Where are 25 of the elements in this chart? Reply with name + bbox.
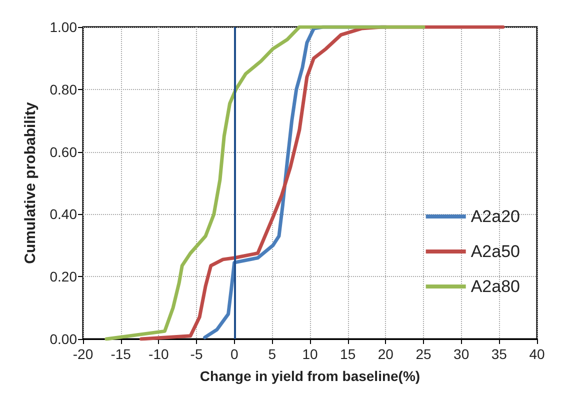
y-tick-label: 0.60	[50, 144, 78, 160]
y-tick-label: 0.20	[50, 268, 78, 285]
y-tick-label: 0.40	[50, 206, 78, 222]
legend-label: A2a80	[470, 277, 520, 296]
x-tick-label: 30	[454, 346, 470, 362]
x-tick-label: 25	[416, 346, 432, 362]
x-tick-label: 20	[378, 346, 394, 362]
x-tick-label: 5	[268, 346, 276, 362]
x-tick-label: 10	[302, 346, 318, 362]
y-tick-label: 0.80	[50, 81, 78, 98]
x-tick-label: -20	[72, 346, 94, 362]
x-tick-label: 15	[340, 346, 356, 362]
x-tick-label: 35	[491, 346, 508, 362]
x-tick-label: 0	[230, 346, 238, 362]
x-tick-label: 40	[529, 346, 545, 362]
y-tick-label: 1.00	[50, 19, 78, 35]
legend-label: A2a20	[470, 207, 520, 226]
legend-label: A2a50	[470, 242, 520, 261]
x-tick-label: -15	[110, 346, 132, 362]
x-tick-label: -10	[148, 346, 169, 362]
y-axis-title: Cumulative probability	[22, 102, 39, 264]
x-axis-title: Change in yield from baseline(%)	[200, 368, 420, 384]
line-series	[104, 25, 426, 341]
y-tick-label: 0.00	[50, 331, 78, 347]
x-tick-label: -5	[190, 346, 203, 362]
